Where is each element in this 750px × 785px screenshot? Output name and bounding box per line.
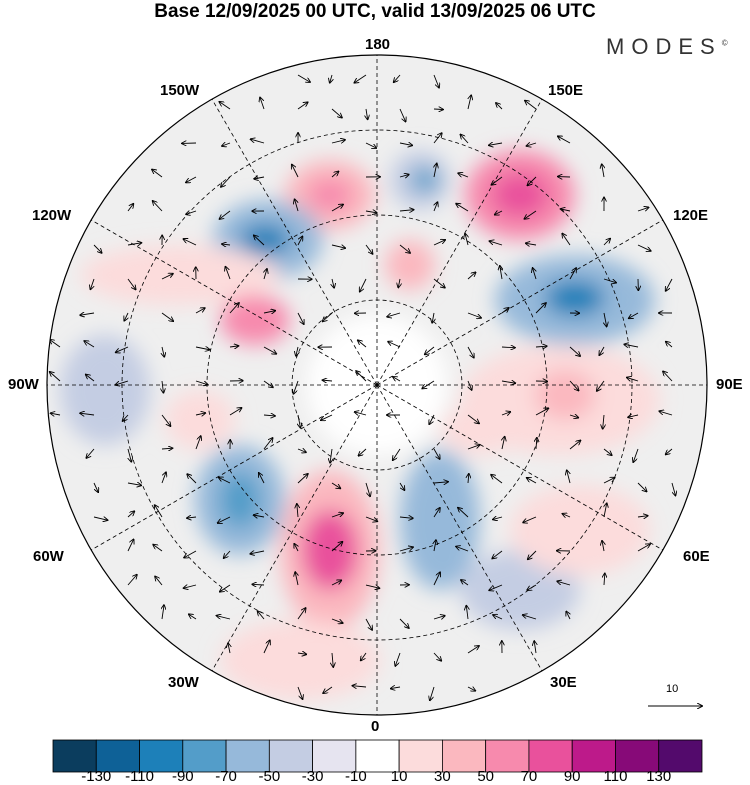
colorbar-tick-label: -70 (215, 768, 237, 785)
colorbar-tick-label: -110 (125, 768, 154, 785)
lon-label-60e: 60E (683, 548, 710, 565)
lon-label-60w: 60W (33, 548, 64, 565)
lon-label-180: 180 (365, 36, 390, 53)
colorbar-tick-label: -30 (302, 768, 324, 785)
colorbar-tick-label: 130 (646, 768, 671, 785)
colorbar-tick-label: 30 (434, 768, 451, 785)
colorbar-tick-label: 70 (521, 768, 538, 785)
lon-label-150w: 150W (160, 82, 199, 99)
lon-label-30w: 30W (168, 674, 199, 691)
colorbar-tick-label: 110 (603, 768, 627, 785)
lon-label-150e: 150E (548, 82, 583, 99)
lon-label-90e: 90E (716, 376, 743, 393)
colorbar-tick-label: 10 (391, 768, 408, 785)
reference-vector-label: 10 (666, 683, 678, 695)
colorbar-tick-label: -130 (81, 768, 111, 785)
lon-label-120e: 120E (673, 207, 708, 224)
lon-label-0: 0 (371, 718, 379, 735)
lon-label-120w: 120W (32, 207, 71, 224)
lon-label-30e: 30E (550, 674, 577, 691)
colorbar-tick-label: -50 (258, 768, 280, 785)
colorbar-tick-label: 50 (477, 768, 494, 785)
lon-label-90w: 90W (8, 376, 39, 393)
anomaly-field (37, 45, 720, 730)
colorbar-tick-label: -90 (172, 768, 194, 785)
colorbar-tick-label: 90 (564, 768, 581, 785)
colorbar-tick-label: -10 (345, 768, 367, 785)
